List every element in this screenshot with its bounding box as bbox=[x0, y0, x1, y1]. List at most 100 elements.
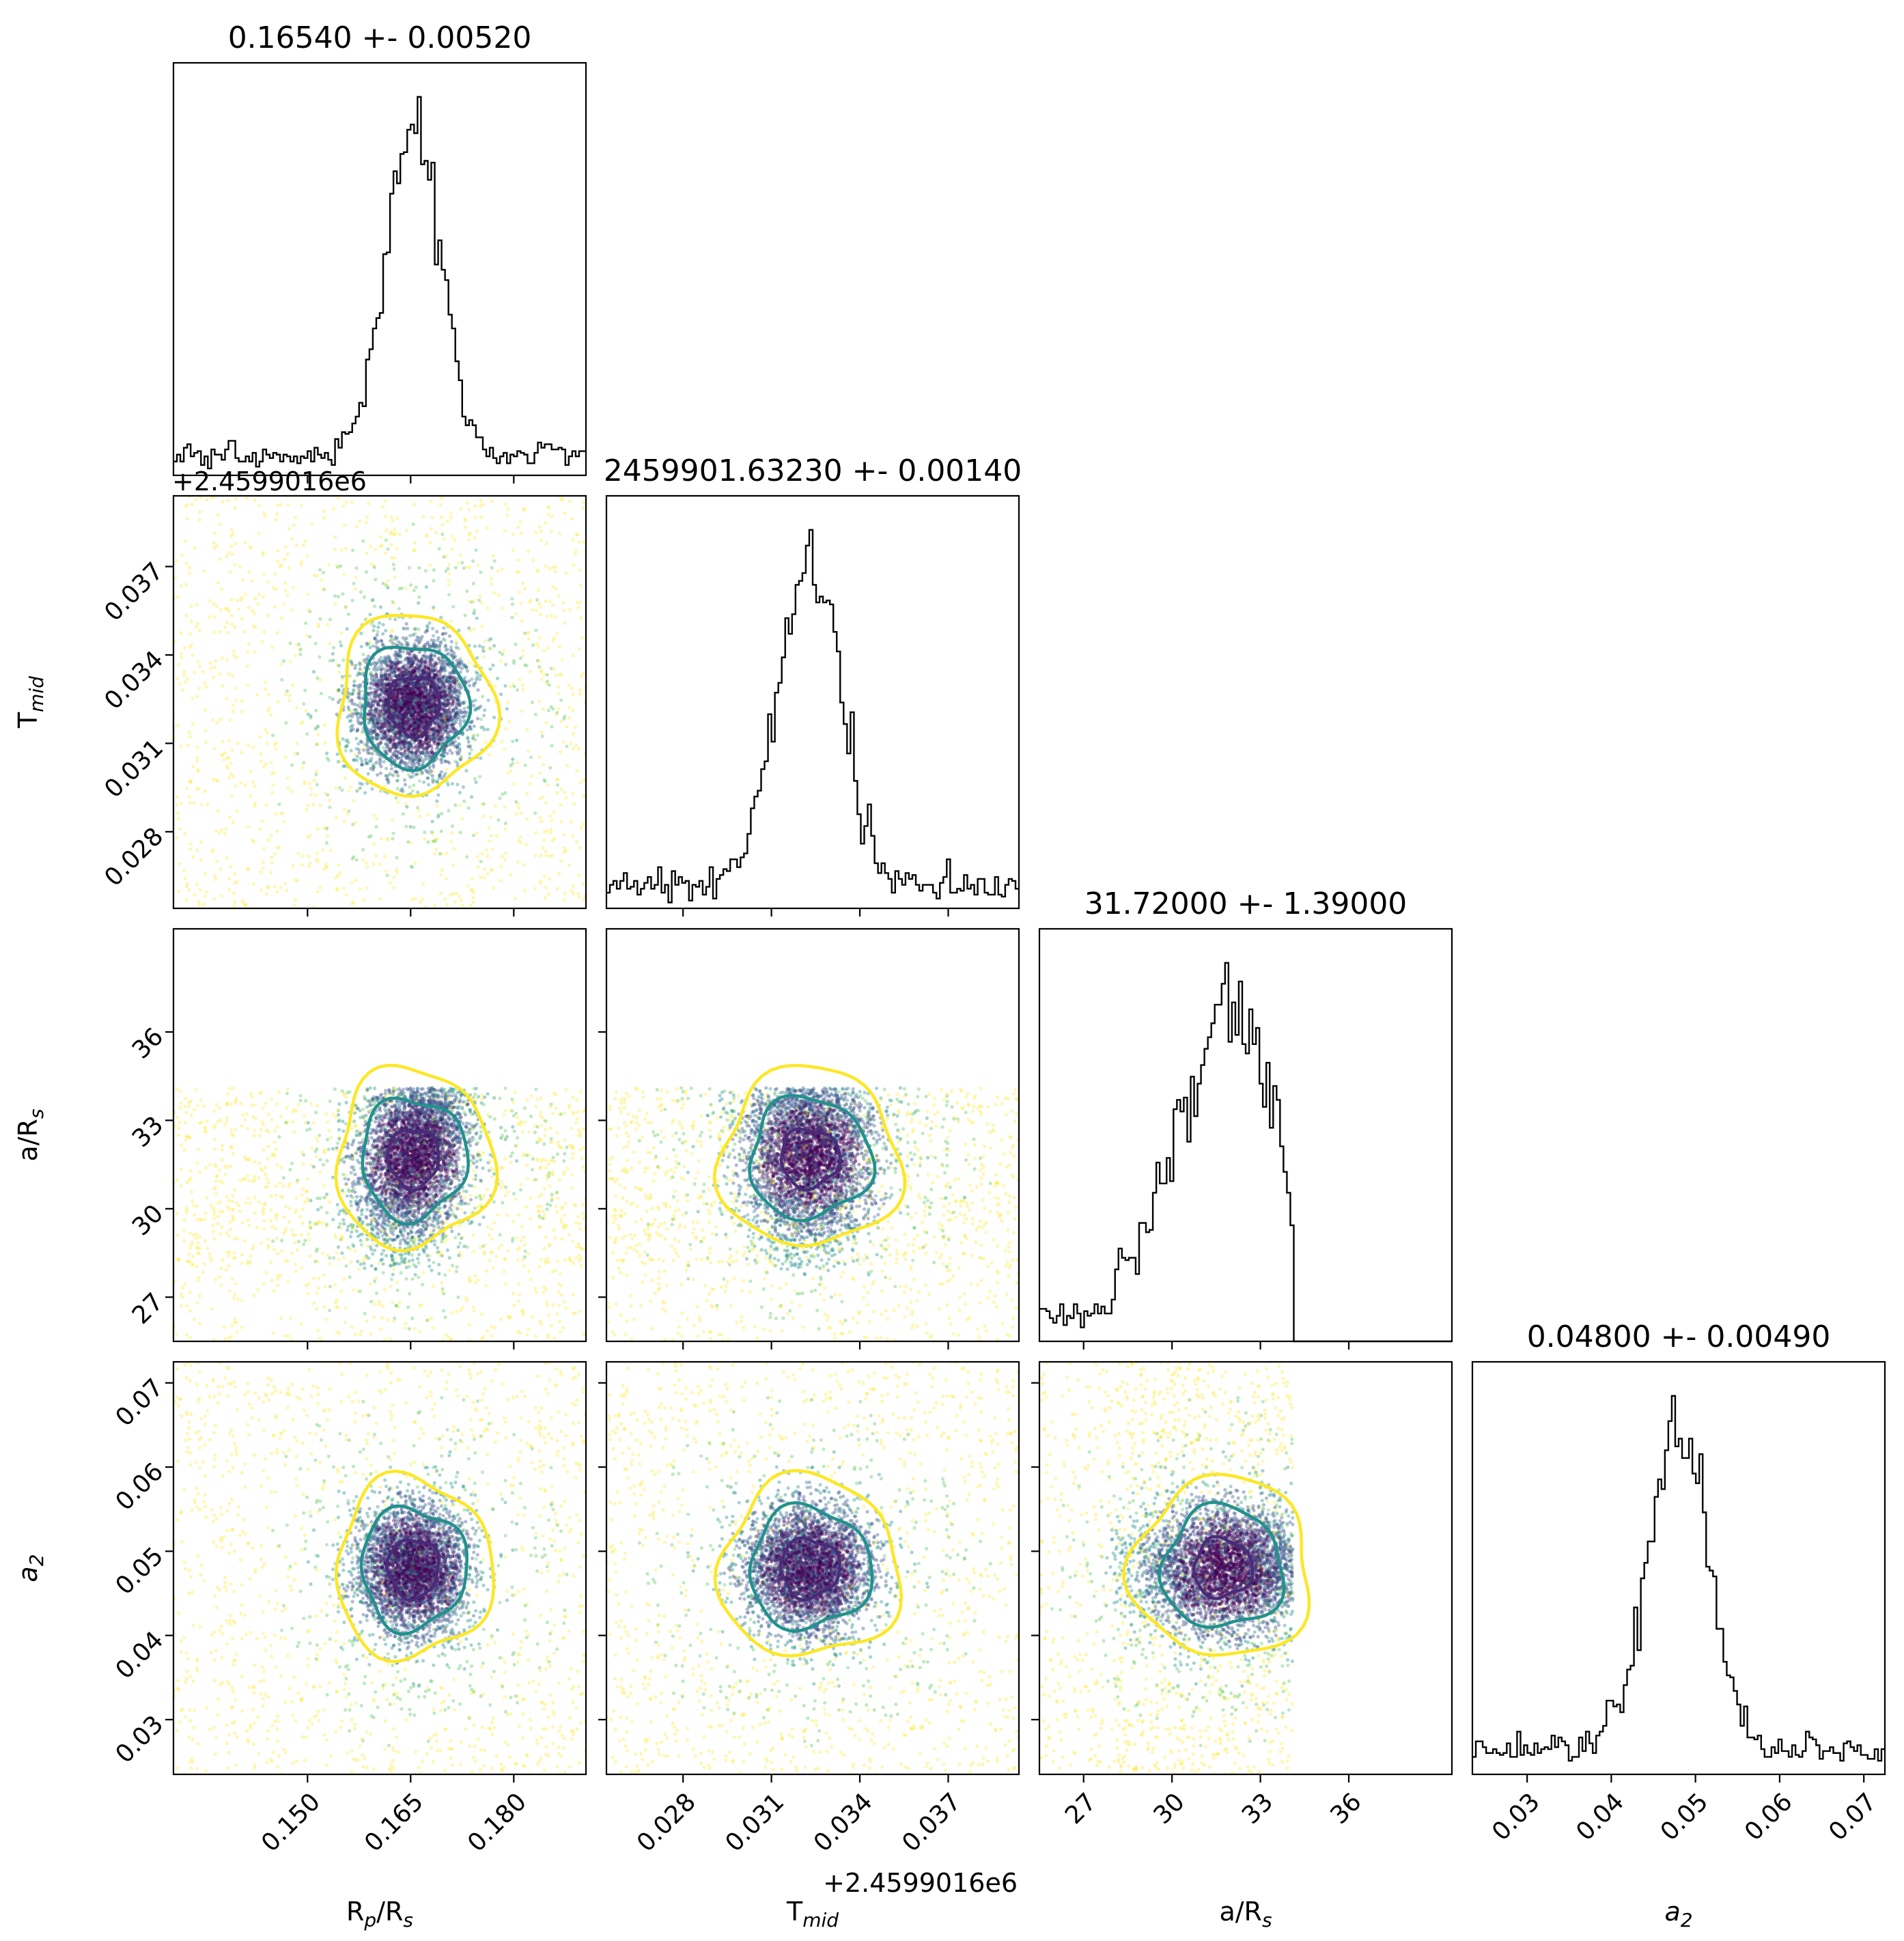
sample-point bbox=[502, 649, 506, 653]
sample-point bbox=[358, 701, 362, 705]
sample-point bbox=[439, 721, 443, 725]
sample-point bbox=[407, 725, 411, 730]
sample-point bbox=[413, 897, 417, 901]
sample-point bbox=[416, 715, 421, 719]
sample-point bbox=[444, 643, 448, 647]
sample-point bbox=[203, 871, 207, 876]
sample-point bbox=[294, 515, 298, 520]
sample-point bbox=[423, 703, 427, 707]
sample-point bbox=[464, 525, 468, 529]
sample-point bbox=[360, 740, 364, 744]
sample-point bbox=[550, 854, 555, 858]
sample-point bbox=[511, 740, 515, 744]
sample-point bbox=[347, 809, 351, 813]
sample-point bbox=[557, 691, 561, 696]
sample-point bbox=[405, 686, 410, 690]
sample-point bbox=[404, 741, 408, 745]
sample-point bbox=[266, 885, 270, 889]
sample-point bbox=[204, 685, 208, 689]
sample-point bbox=[261, 553, 265, 557]
sample-point bbox=[377, 683, 381, 687]
sample-point bbox=[216, 513, 221, 517]
sample-point bbox=[331, 658, 335, 662]
sample-point bbox=[457, 688, 461, 693]
sample-point bbox=[361, 539, 365, 543]
sample-point bbox=[195, 755, 199, 759]
sample-point bbox=[416, 790, 420, 794]
sample-point bbox=[349, 749, 353, 753]
sample-point bbox=[416, 664, 420, 668]
sample-point bbox=[376, 722, 381, 726]
sample-point bbox=[223, 751, 227, 755]
sample-point bbox=[453, 565, 458, 570]
sample-point bbox=[405, 702, 409, 707]
sample-point bbox=[565, 744, 569, 749]
sample-point bbox=[477, 598, 481, 602]
sample-point bbox=[326, 758, 331, 762]
sample-point bbox=[432, 728, 436, 732]
sample-point bbox=[432, 578, 436, 583]
sample-point bbox=[352, 581, 356, 585]
sample-point bbox=[413, 717, 418, 721]
sample-point bbox=[406, 686, 410, 690]
sample-point bbox=[455, 891, 459, 895]
sample-point bbox=[174, 559, 178, 563]
sample-point bbox=[480, 852, 484, 856]
sample-point bbox=[490, 744, 494, 749]
sample-point bbox=[177, 662, 181, 667]
sample-point bbox=[408, 688, 412, 693]
sample-point bbox=[465, 565, 469, 570]
sample-point bbox=[304, 621, 308, 625]
sample-point bbox=[417, 627, 421, 632]
sample-point bbox=[414, 721, 418, 725]
sample-point bbox=[449, 840, 453, 844]
sample-point bbox=[522, 863, 526, 867]
sample-point bbox=[184, 884, 188, 889]
sample-point bbox=[381, 632, 385, 636]
sample-point bbox=[260, 819, 264, 823]
sample-point bbox=[439, 667, 444, 671]
sample-point bbox=[548, 766, 552, 770]
sample-point bbox=[571, 708, 575, 713]
sample-point bbox=[380, 666, 384, 670]
sample-point bbox=[378, 692, 382, 697]
sample-point bbox=[412, 730, 417, 734]
sample-point bbox=[500, 740, 504, 744]
sample-point bbox=[389, 634, 393, 639]
sample-point bbox=[391, 712, 395, 716]
sample-point bbox=[259, 889, 263, 893]
sample-point bbox=[450, 670, 454, 674]
sample-point bbox=[402, 721, 406, 725]
sample-point bbox=[512, 658, 516, 663]
sample-point bbox=[448, 679, 452, 683]
sample-point bbox=[412, 720, 417, 724]
panel-frame bbox=[172, 61, 587, 477]
offset-label-tmid-y: +2.4599016e6 bbox=[172, 466, 367, 497]
sample-point bbox=[415, 772, 419, 776]
sample-point bbox=[320, 578, 324, 583]
sample-point bbox=[382, 706, 387, 710]
sample-point bbox=[423, 659, 427, 663]
sample-point bbox=[342, 572, 346, 577]
sample-point bbox=[514, 612, 518, 616]
sample-point bbox=[208, 615, 212, 619]
sample-point bbox=[559, 720, 563, 724]
sample-point bbox=[356, 711, 360, 715]
sample-point bbox=[425, 624, 430, 628]
sample-point bbox=[474, 548, 478, 553]
sample-point bbox=[188, 800, 192, 805]
sample-point bbox=[436, 730, 440, 734]
sample-point bbox=[402, 684, 406, 688]
panel-title-a2: 0.04800 +- 0.00490 bbox=[1527, 1319, 1831, 1354]
sample-point bbox=[543, 896, 547, 900]
sample-point bbox=[393, 617, 397, 622]
sample-point bbox=[512, 782, 516, 786]
sample-point bbox=[333, 535, 337, 539]
sample-point bbox=[466, 884, 470, 888]
sample-point bbox=[419, 637, 423, 641]
sample-point bbox=[232, 649, 236, 654]
sample-point bbox=[241, 902, 245, 906]
sample-point bbox=[386, 668, 390, 673]
sample-point bbox=[510, 597, 514, 601]
sample-point bbox=[438, 725, 443, 729]
